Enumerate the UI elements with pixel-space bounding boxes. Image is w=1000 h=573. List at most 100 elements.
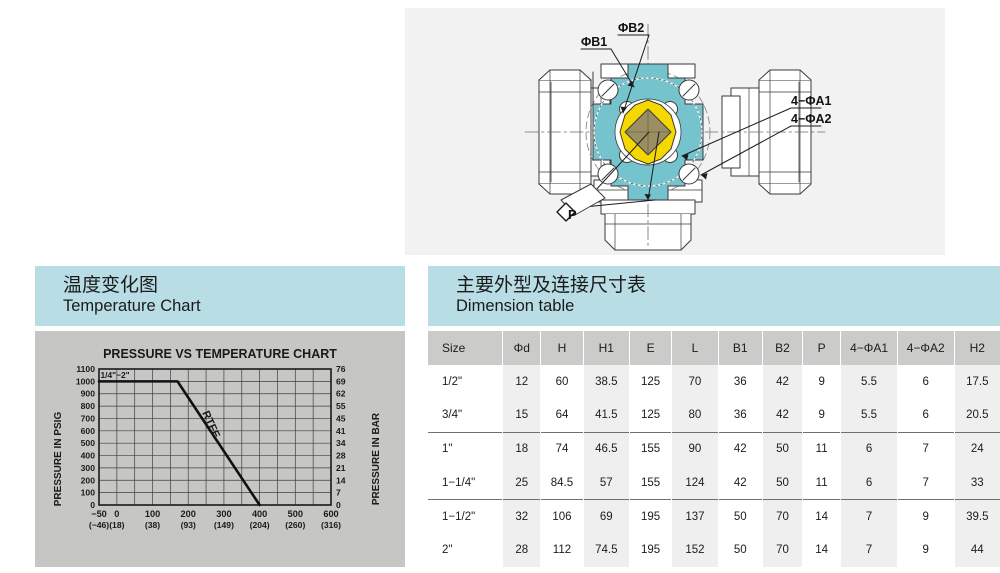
y-tick-psig: 800 (81, 401, 96, 411)
y-tick-psig: 700 (81, 413, 96, 423)
cell-h2: 33 (954, 465, 1000, 500)
column-header-4-a2: 4−ΦA2 (897, 331, 955, 365)
x-tick-c: (18) (109, 520, 124, 530)
cell-e: 125 (629, 365, 673, 399)
dimension-table: Size Φd H H1 E L B1 B2 P 4−ΦA1 4−ΦA2 H2 1/2" 12 60 38.… (428, 331, 1000, 567)
cell-d: 25 (502, 465, 542, 500)
x-tick-f: 300 (216, 509, 231, 519)
cell-d: 12 (502, 365, 542, 399)
cell-4-a1: 7 (840, 499, 898, 534)
x-tick-c: (−46) (89, 520, 109, 530)
cell-b1: 36 (718, 398, 763, 433)
cell-l: 80 (671, 398, 719, 433)
chart-series-rtfe (97, 380, 261, 507)
table-row: 1/2" 12 60 38.5 125 70 36 42 9 5.5 6 17.5 (428, 365, 1000, 399)
table-row: 1−1/4" 25 84.5 57 155 124 42 50 11 6 7 33 (428, 465, 1000, 500)
cell-d: 18 (502, 431, 542, 466)
cell-h: 60 (540, 365, 584, 399)
x-tick-c: (204) (250, 520, 270, 530)
y-tick-bar: 45 (336, 413, 346, 423)
column-header-b1: B1 (718, 331, 763, 365)
cell-4-a1: 7 (840, 533, 898, 567)
cell-4-a1: 5.5 (840, 365, 898, 399)
cell-h2: 20.5 (954, 398, 1000, 433)
cell-l: 90 (671, 431, 719, 466)
y-tick-bar: 0 (336, 500, 341, 510)
cell-size: 1/2" (428, 365, 504, 399)
table-row: 2" 28 112 74.5 195 152 50 70 14 7 9 44 (428, 533, 1000, 567)
y-tick-psig: 100 (81, 488, 96, 498)
y-tick-psig: 1000 (76, 376, 95, 386)
chart-ylabel-left: PRESSURE IN PSIG (53, 412, 64, 507)
pressure-temperature-chart: PRESSURE VS TEMPERATURE CHART PRESSURE I… (53, 347, 382, 530)
cell-b2: 42 (762, 398, 804, 433)
x-tick-f: 0 (114, 509, 119, 519)
y-tick-bar: 21 (336, 463, 346, 473)
valve-assembly-drawing: ΦB2 ΦB1 4−ΦA1 4−ΦA2 P (524, 21, 832, 251)
cell-4-a2: 9 (897, 533, 955, 567)
column-header-size: Size (428, 331, 504, 365)
cell-e: 155 (629, 465, 673, 500)
table-body: 1/2" 12 60 38.5 125 70 36 42 9 5.5 6 17.5 3/4" 15 64 41… (428, 365, 1000, 567)
x-tick-f: 600 (323, 509, 338, 519)
cell-h1: 69 (583, 499, 630, 534)
column-header-b2: B2 (762, 331, 804, 365)
chart-x-ticks-celsius: (−46) (18) (38) (93) (149) (204) (260) (316) (89, 520, 341, 530)
x-tick-f: 500 (288, 509, 303, 519)
y-tick-psig: 300 (81, 463, 96, 473)
cell-b1: 50 (718, 499, 763, 534)
y-tick-bar: 69 (336, 376, 346, 386)
cell-size: 2" (428, 533, 504, 567)
x-tick-f: 400 (252, 509, 267, 519)
cell-4-a2: 7 (897, 465, 955, 500)
temperature-title-cn: 温度变化图 (63, 275, 159, 297)
y-tick-bar: 14 (336, 475, 346, 485)
pressure-temperature-chart-panel: PRESSURE VS TEMPERATURE CHART PRESSURE I… (35, 331, 405, 567)
x-tick-c: (316) (321, 520, 341, 530)
cell-e: 155 (629, 431, 673, 466)
dimension-section-header: 主要外型及连接尺寸表 Dimension table (428, 266, 1000, 326)
cell-h: 112 (540, 533, 584, 567)
column-header-d: Φd (502, 331, 542, 365)
cell-4-a2: 6 (897, 398, 955, 433)
chart-title: PRESSURE VS TEMPERATURE CHART (103, 347, 337, 361)
cell-h: 106 (540, 499, 584, 534)
cell-h2: 24 (954, 431, 1000, 466)
chart-x-ticks: −50 0 100 200 300 400 500 600 (91, 509, 338, 519)
column-header-h: H (540, 331, 584, 365)
cell-b1: 36 (718, 365, 763, 399)
chart-y-ticks-right: 76 69 62 55 45 41 34 28 21 14 7 0 (336, 364, 346, 510)
column-header-l: L (671, 331, 719, 365)
cell-p: 14 (802, 499, 842, 534)
column-header-p: P (802, 331, 842, 365)
cell-p: 11 (802, 431, 842, 466)
cell-b1: 42 (718, 465, 763, 500)
y-tick-bar: 76 (336, 364, 346, 374)
cell-e: 195 (629, 499, 673, 534)
cell-d: 28 (502, 533, 542, 567)
column-header-h1: H1 (583, 331, 630, 365)
cell-h2: 39.5 (954, 499, 1000, 534)
table-row: 3/4" 15 64 41.5 125 80 36 42 9 5.5 6 20.5 (428, 398, 1000, 433)
label-phi-b1: ΦB1 (581, 35, 607, 49)
x-tick-c: (149) (214, 520, 234, 530)
cell-size: 1" (428, 431, 504, 466)
cell-h2: 44 (954, 533, 1000, 567)
cell-4-a2: 6 (897, 365, 955, 399)
x-tick-c: (260) (285, 520, 305, 530)
temperature-title-en: Temperature Chart (63, 296, 201, 315)
cell-4-a2: 9 (897, 499, 955, 534)
y-tick-bar: 55 (336, 401, 346, 411)
cell-b2: 70 (762, 499, 804, 534)
y-tick-bar: 62 (336, 389, 346, 399)
y-tick-psig: 900 (81, 389, 96, 399)
cell-4-a1: 6 (840, 431, 898, 466)
cell-b2: 50 (762, 431, 804, 466)
y-tick-psig: 600 (81, 426, 96, 436)
cell-e: 125 (629, 398, 673, 433)
cell-4-a2: 7 (897, 431, 955, 466)
label-4-phi-a1: 4−ΦA1 (791, 94, 832, 108)
valve-drawing-panel: ΦB2 ΦB1 4−ΦA1 4−ΦA2 P (405, 8, 945, 255)
cell-h1: 46.5 (583, 431, 630, 466)
